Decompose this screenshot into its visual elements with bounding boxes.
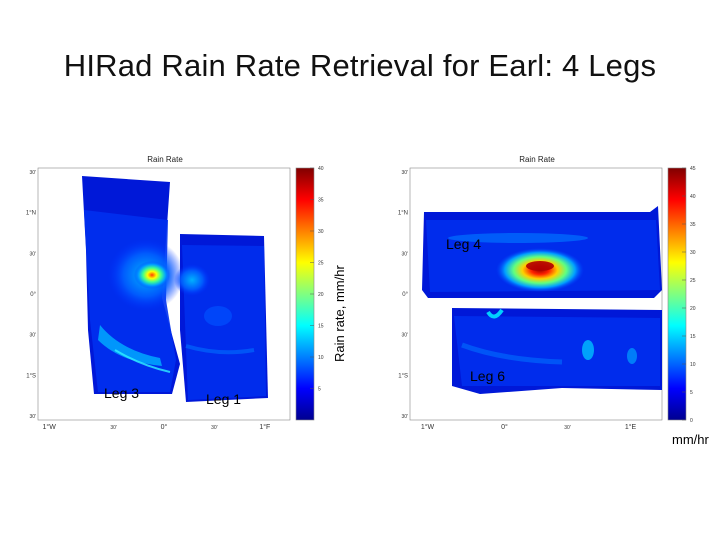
- y-tick-label: 1°N: [398, 211, 408, 217]
- colorbar-tick-label: 40: [318, 166, 324, 172]
- right-colorbar: [667, 167, 687, 421]
- x-tick-label: 30': [564, 425, 571, 431]
- y-tick-label: 30': [401, 333, 408, 339]
- y-tick-label: 30': [29, 414, 36, 420]
- colorbar-tick-label: 15: [318, 324, 324, 330]
- y-tick-label: 1°S: [398, 373, 408, 379]
- left-rain-rate-panel: Rain Rate 5 10 15 20 25 30 35 40 1°W 30' 0° 30' 1°F…: [20, 150, 330, 435]
- y-tick-label: 30': [401, 414, 408, 420]
- colorbar-axis-label: Rain rate, mm/hr: [332, 265, 347, 362]
- y-tick-label: 30': [401, 251, 408, 257]
- colorbar-tick-label: 15: [690, 334, 696, 340]
- x-tick-label: 1°W: [421, 423, 435, 431]
- colorbar-tick-label: 20: [318, 292, 324, 298]
- y-tick-label: 30': [29, 333, 36, 339]
- colorbar-tick-label: 45: [690, 166, 696, 172]
- colorbar-tick-label: 10: [318, 355, 324, 361]
- colorbar-tick-label: 30: [690, 250, 696, 256]
- x-tick-label: 1°W: [43, 423, 57, 431]
- colorbar-tick-label: 25: [690, 278, 696, 284]
- colorbar-tick-label: 35: [318, 198, 324, 204]
- y-tick-label: 30': [29, 251, 36, 257]
- colorbar-tick-label: 40: [690, 194, 696, 200]
- x-tick-label: 30': [110, 425, 117, 431]
- colorbar-tick-label: 20: [690, 306, 696, 312]
- colorbar-tick-label: 0: [690, 418, 693, 424]
- y-tick-label: 0°: [30, 292, 36, 298]
- leg-4-label: Leg 4: [446, 236, 482, 252]
- slide-title: HIRad Rain Rate Retrieval for Earl: 4 Le…: [63, 48, 657, 83]
- colorbar-tick-label: 5: [690, 390, 693, 396]
- x-tick-label: 0°: [501, 423, 508, 431]
- leg-3-label: Leg 3: [104, 385, 140, 401]
- unit-label: mm/hr: [672, 432, 709, 447]
- right-rain-rate-panel: Rain Rate 0 5 10 15 20 25 30 35 40 45 1°W 0° 30' 1°E…: [392, 150, 702, 435]
- colorbar-tick-label: 5: [318, 387, 321, 393]
- y-tick-label: 0°: [402, 292, 408, 298]
- x-tick-label: 0°: [161, 423, 168, 431]
- y-tick-label: 30': [29, 170, 36, 176]
- colorbar-tick-label: 10: [690, 362, 696, 368]
- x-tick-label: 1°E: [625, 423, 637, 431]
- x-tick-label: 30': [211, 425, 218, 431]
- y-tick-label: 30': [401, 170, 408, 176]
- colorbar-tick-label: 30: [318, 229, 324, 235]
- colorbar-tick-label: 25: [318, 261, 324, 267]
- leg-6-label: Leg 6: [470, 368, 506, 384]
- left-plot-title: Rain Rate: [147, 155, 183, 164]
- y-tick-label: 1°N: [26, 211, 36, 217]
- y-tick-label: 1°S: [26, 373, 36, 379]
- right-plot-title: Rain Rate: [519, 155, 555, 164]
- colorbar-tick-label: 35: [690, 222, 696, 228]
- x-tick-label: 1°F: [259, 423, 270, 431]
- leg-1-label: Leg 1: [206, 391, 242, 407]
